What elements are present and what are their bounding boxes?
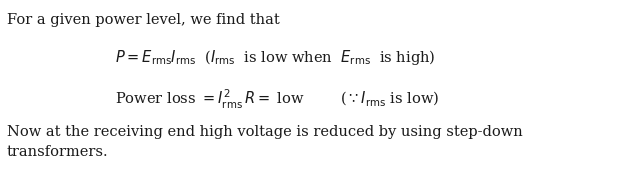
Text: Power loss $= \mathit{I}^2_\mathrm{rms}\,R =$ low        ($\because \mathit{I}_\: Power loss $= \mathit{I}^2_\mathrm{rms}\…	[115, 88, 439, 111]
Text: transformers.: transformers.	[7, 145, 108, 159]
Text: For a given power level, we find that: For a given power level, we find that	[7, 13, 280, 27]
Text: Now at the receiving end high voltage is reduced by using step-down: Now at the receiving end high voltage is…	[7, 125, 523, 139]
Text: $\mathit{P} = E_\mathrm{rms}I_\mathrm{rms}$  ($\mathit{I}_\mathrm{rms}$  is low : $\mathit{P} = E_\mathrm{rms}I_\mathrm{rm…	[115, 48, 435, 67]
